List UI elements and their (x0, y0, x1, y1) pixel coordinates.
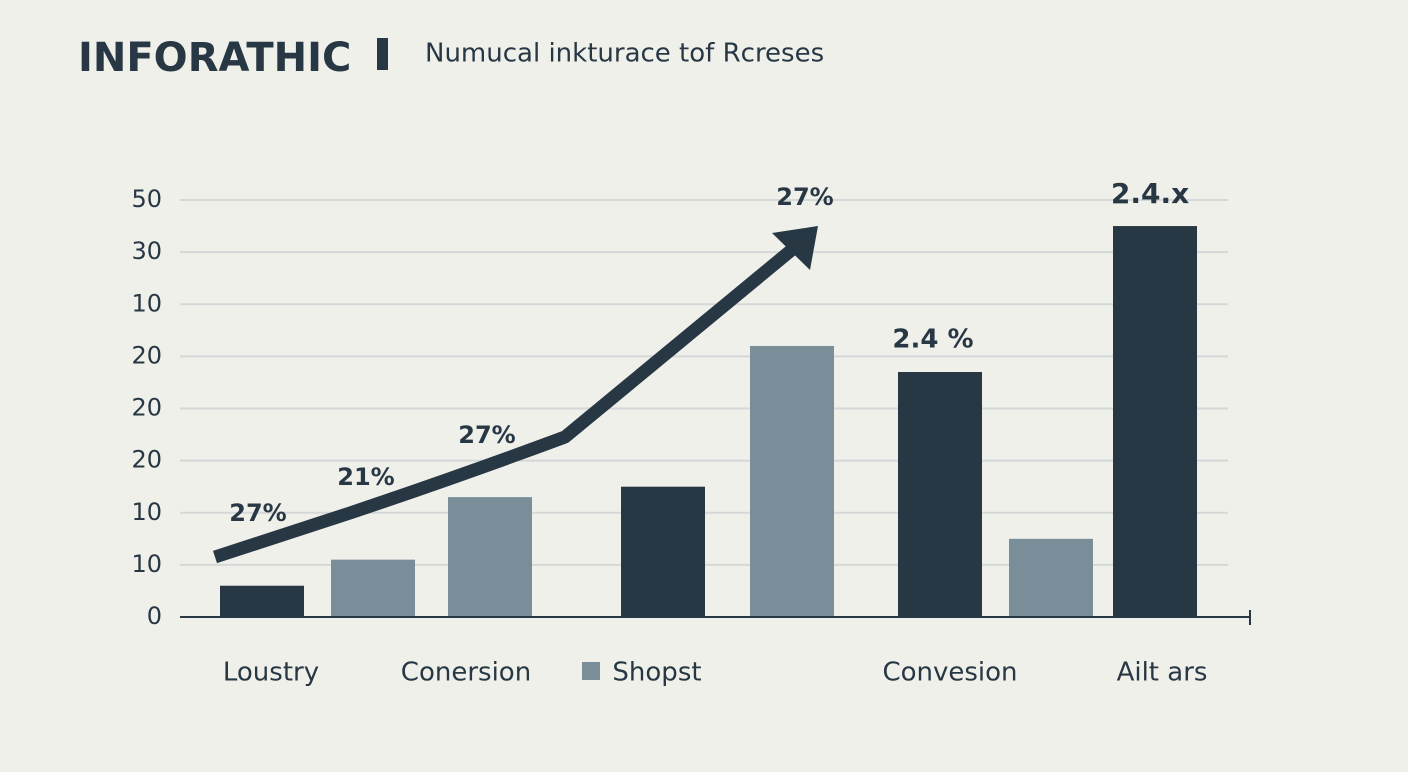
labels: 0 10 10 20 20 20 10 30 50 Loustry Conersion Shopst C… (131, 177, 1207, 688)
x-tick-label: Convesion (882, 658, 1017, 688)
y-tick-label: 50 (131, 185, 162, 213)
x-tick-label: Shopst (612, 658, 701, 688)
bars (220, 226, 1197, 617)
bar (750, 345, 834, 617)
y-tick-label: 0 (147, 602, 162, 630)
y-tick-label: 20 (131, 394, 162, 422)
bar (1113, 226, 1197, 617)
legend-swatch (582, 662, 600, 680)
chart-subtitle: Numucal inkturace tof Rcreses (425, 39, 824, 69)
bar (331, 559, 415, 617)
annotation: 21% (337, 463, 394, 491)
x-tick-label: Conersion (401, 658, 531, 688)
bar (220, 585, 304, 617)
annotation: 27% (229, 499, 286, 527)
trend-arrow-head (772, 226, 818, 270)
y-tick-label: 30 (131, 237, 162, 265)
annotation: 27% (458, 421, 515, 449)
annotation: 2.4 % (892, 325, 973, 355)
trend-arrow (212, 237, 805, 564)
annotation: 27% (776, 183, 833, 211)
bar (448, 497, 532, 617)
chart-title: INFORATHIC (78, 35, 351, 81)
y-tick-label: 10 (131, 498, 162, 526)
y-tick-label: 20 (131, 341, 162, 369)
bar (898, 372, 982, 617)
y-tick-label: 10 (131, 550, 162, 578)
x-tick-label: Ailt ars (1117, 658, 1208, 688)
x-tick-label: Loustry (223, 658, 319, 688)
annotation: 2.4.x (1111, 177, 1189, 210)
bar (621, 486, 705, 617)
title-separator (377, 38, 388, 70)
bar (1009, 538, 1093, 617)
y-tick-label: 20 (131, 446, 162, 474)
y-tick-label: 10 (131, 289, 162, 317)
